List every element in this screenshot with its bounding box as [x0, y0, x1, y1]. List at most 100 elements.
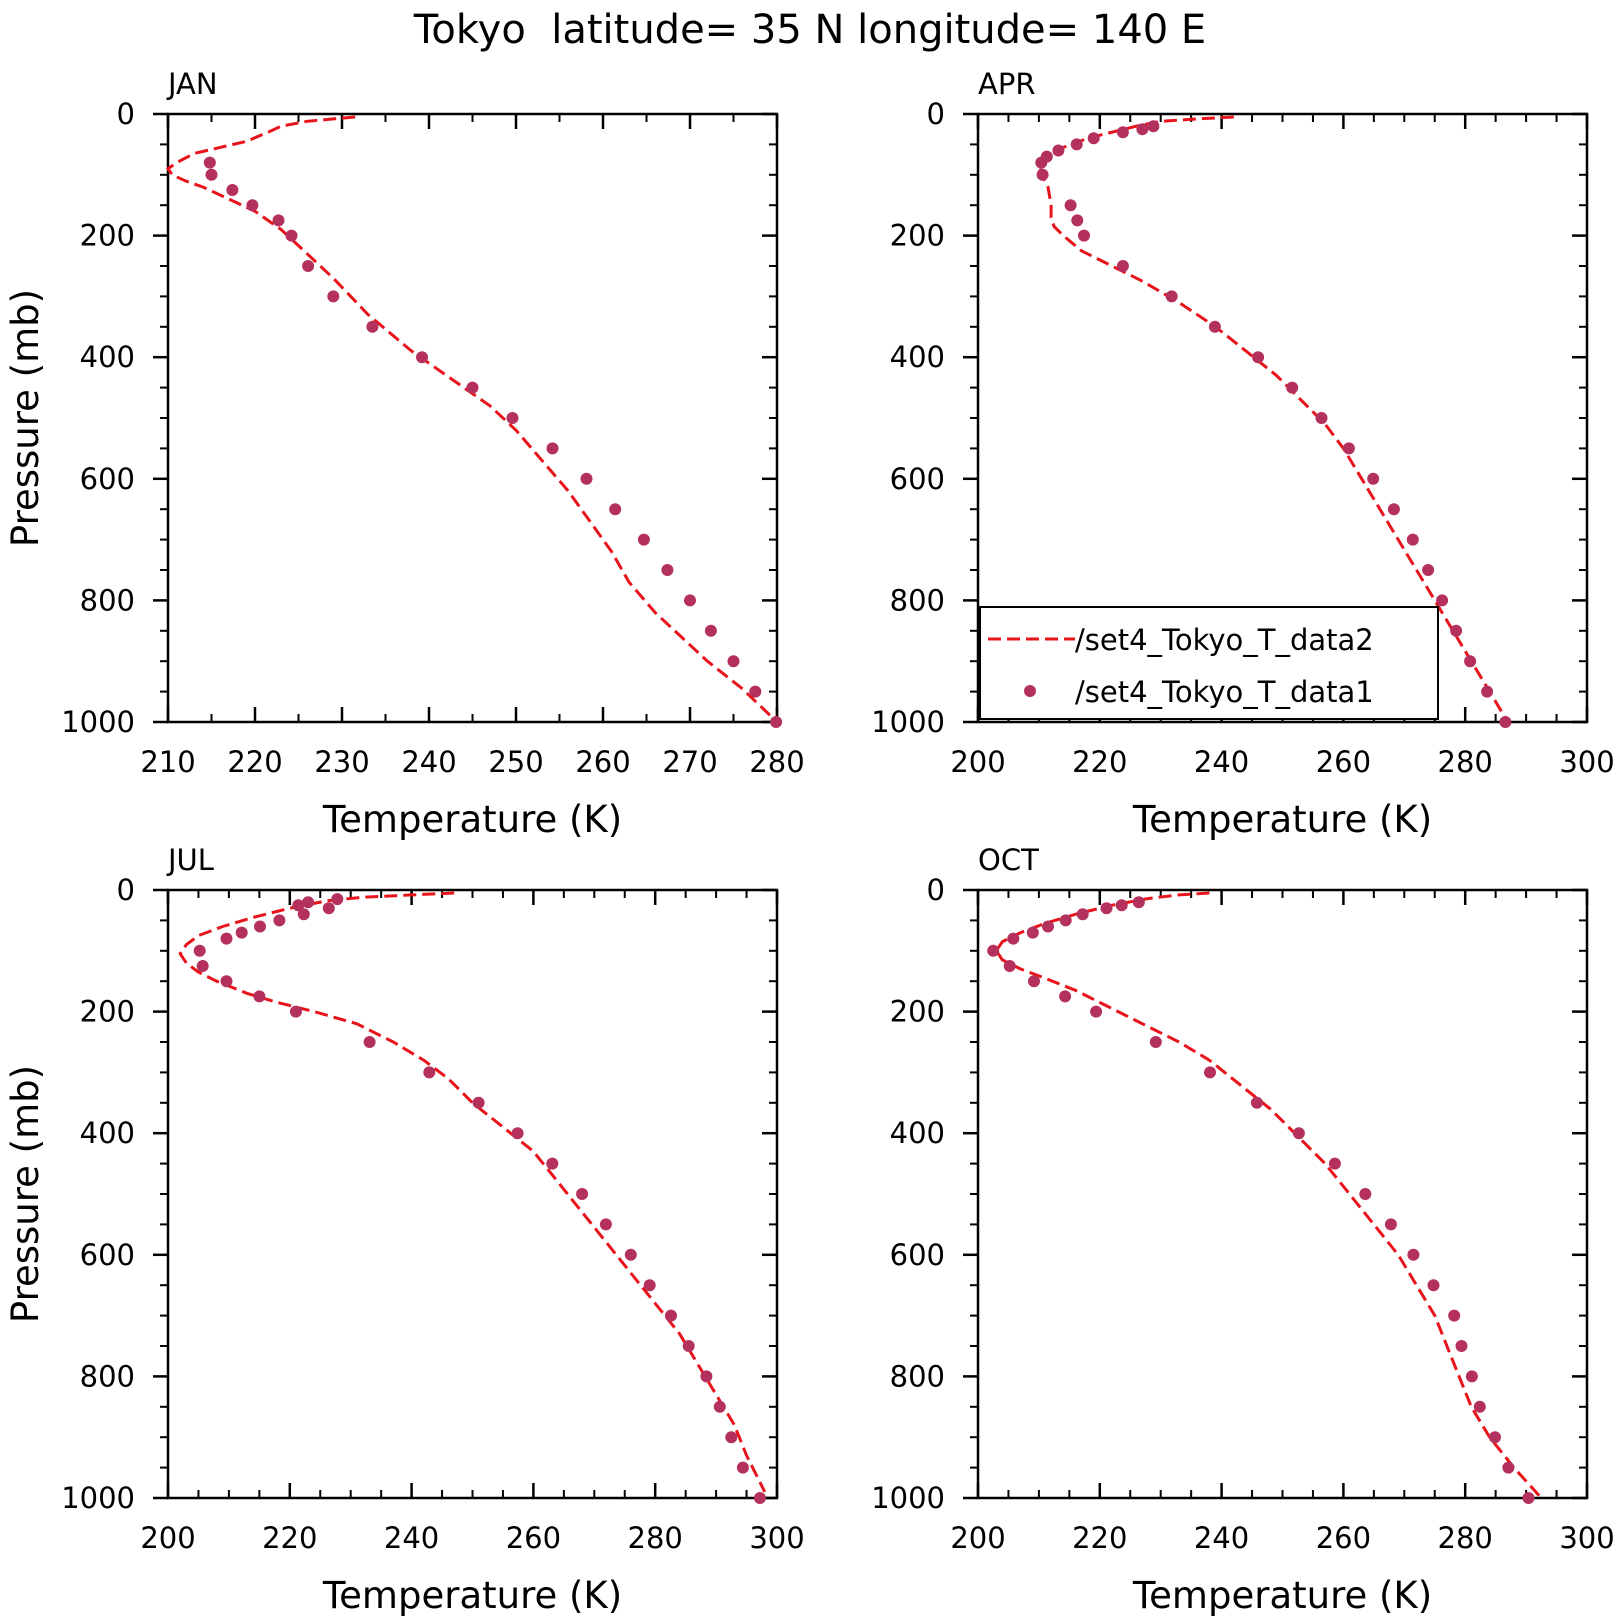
data-point — [713, 1400, 726, 1413]
legend: /set4_Tokyo_T_data2/set4_Tokyo_T_data1 — [979, 606, 1439, 720]
x-tick-label: 270 — [662, 745, 717, 779]
panel-label: OCT — [978, 843, 1039, 877]
x-tick-label: 260 — [1316, 1521, 1371, 1555]
y-tick-label: 600 — [890, 1238, 945, 1272]
y-tick-label: 400 — [80, 1116, 135, 1150]
data-point — [1387, 503, 1400, 516]
data-point — [416, 351, 428, 364]
data-point — [1116, 126, 1129, 139]
x-axis-title: Temperature (K) — [322, 1574, 622, 1617]
data-point — [1342, 442, 1355, 455]
panel-oct: OCT 200 220 240 260 280 300 0 200 400 600 800 1000 Te… — [871, 843, 1614, 1617]
data-point — [546, 442, 559, 455]
data-point — [1448, 1309, 1461, 1322]
data-point — [273, 914, 286, 927]
data-point — [1406, 533, 1419, 546]
panel-apr: APR 200 220 240 260 280 300 0 200 400 600 800 1000 Te… — [871, 67, 1614, 841]
data-point — [1100, 902, 1113, 915]
x-tick-label: 240 — [1194, 745, 1249, 779]
data-point — [1003, 960, 1016, 972]
data-point — [1465, 1370, 1478, 1383]
plot-frame — [166, 112, 779, 724]
data-point — [1204, 1066, 1216, 1079]
x-tick-label: 240 — [1194, 1521, 1249, 1555]
data-point — [1522, 1492, 1535, 1504]
data-point — [1286, 381, 1299, 394]
data-point — [423, 1066, 436, 1079]
x-tick-label: 210 — [140, 745, 195, 779]
data-point — [1064, 199, 1077, 212]
data-point — [546, 1157, 559, 1170]
panel-jul: JUL 200 220 240 260 280 300 0 200 400 600 800 1000 Te… — [4, 843, 805, 1617]
y-tick-label: 0 — [117, 873, 135, 907]
data-point — [302, 260, 315, 272]
data-point — [246, 199, 259, 212]
x-tick-label: 220 — [227, 745, 282, 779]
legend-label: /set4_Tokyo_T_data1 — [1075, 675, 1374, 709]
x-tick-label: 260 — [1316, 745, 1371, 779]
data-point — [466, 381, 479, 394]
panel-jan: JAN 210 220 230 240 250 260 270 280 0 200 400 600 800… — [4, 67, 805, 841]
legend-label: /set4_Tokyo_T_data2 — [1075, 623, 1374, 657]
data-point — [1407, 1248, 1420, 1261]
data-point — [331, 893, 344, 906]
x-tick-label: 200 — [950, 1521, 1005, 1555]
data-point — [1115, 899, 1128, 912]
data-point — [327, 290, 340, 303]
data-point — [684, 594, 696, 607]
series-line — [165, 115, 779, 724]
x-tick-label: 230 — [314, 745, 369, 779]
data-point — [1208, 320, 1221, 333]
x-tick-label: 250 — [488, 745, 543, 779]
x-tick-label: 240 — [384, 1521, 439, 1555]
y-axis-title: Pressure (mb) — [4, 289, 47, 547]
data-point — [1455, 1340, 1468, 1352]
data-point — [289, 1005, 302, 1018]
data-point — [292, 899, 305, 912]
x-axis-title: Temperature (K) — [1132, 798, 1432, 841]
data-point — [226, 184, 239, 196]
x-tick-label: 260 — [506, 1521, 561, 1555]
data-point — [727, 655, 740, 668]
data-point — [1052, 144, 1065, 157]
y-tick-label: 600 — [890, 462, 945, 496]
x-tick-label: 300 — [749, 1521, 804, 1555]
y-tick-label: 1000 — [61, 1481, 135, 1515]
data-point — [1076, 908, 1089, 921]
data-point — [220, 932, 233, 945]
x-tick-label: 280 — [628, 1521, 683, 1555]
data-point — [1149, 1036, 1162, 1048]
data-point — [1464, 655, 1477, 668]
data-point — [1028, 975, 1040, 988]
y-tick-label: 1000 — [871, 705, 945, 739]
data-point — [1035, 156, 1048, 169]
data-point — [472, 1096, 485, 1109]
x-tick-label: 200 — [140, 1521, 195, 1555]
data-point — [682, 1340, 695, 1352]
data-point — [322, 902, 335, 915]
y-tick-label: 1000 — [61, 705, 135, 739]
series-line — [178, 891, 767, 1493]
plot-frame — [976, 888, 1589, 1500]
data-point — [704, 624, 717, 637]
x-tick-label: 240 — [401, 745, 456, 779]
legend-box — [979, 606, 1439, 720]
data-point — [1422, 564, 1435, 576]
data-point — [235, 926, 248, 939]
data-point — [725, 1431, 738, 1444]
data-point — [1090, 1005, 1103, 1018]
panel-label: APR — [978, 67, 1035, 101]
data-point — [1252, 351, 1265, 364]
y-tick-label: 0 — [117, 97, 135, 131]
data-point — [1292, 1127, 1305, 1140]
data-point — [1359, 1188, 1372, 1200]
data-point — [1328, 1157, 1341, 1170]
x-tick-label: 300 — [1559, 745, 1614, 779]
data-point — [511, 1127, 524, 1140]
data-point — [1450, 624, 1463, 637]
x-tick-label: 300 — [1559, 1521, 1614, 1555]
data-point — [1147, 120, 1160, 133]
data-point — [1070, 138, 1083, 151]
data-point — [205, 168, 218, 181]
